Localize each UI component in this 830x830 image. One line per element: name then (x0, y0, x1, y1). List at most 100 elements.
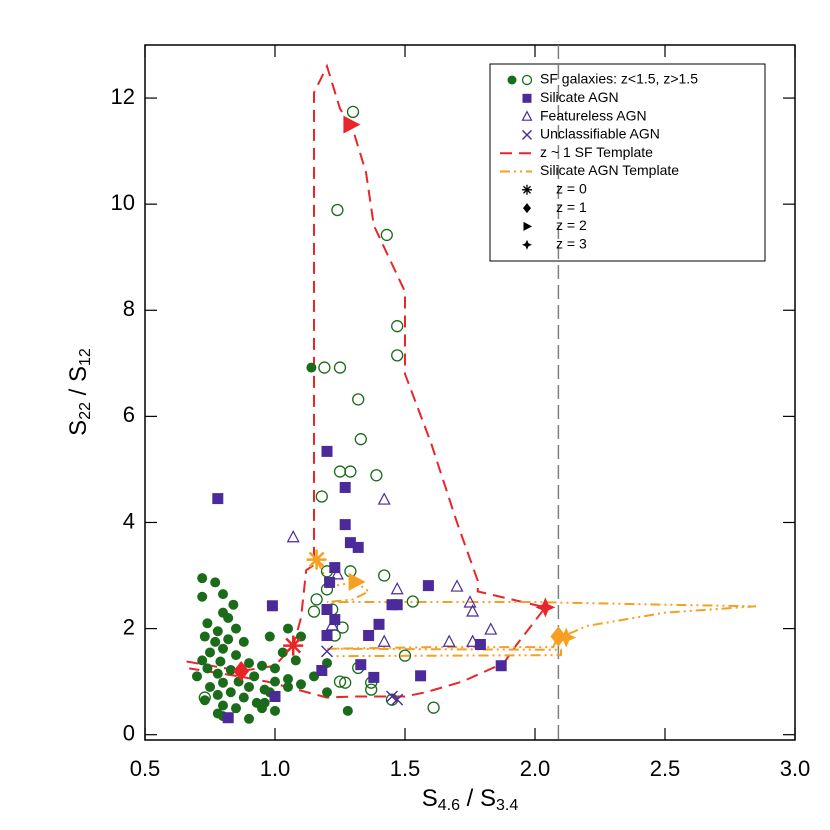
y-tick-label: 6 (123, 402, 135, 427)
point (197, 655, 208, 666)
point (306, 362, 317, 373)
point (307, 605, 321, 618)
y-tick-label: 2 (123, 614, 135, 639)
point (231, 623, 241, 634)
point (391, 349, 404, 362)
point (368, 671, 380, 683)
x-tick-label: 3.0 (780, 756, 811, 781)
point (283, 635, 304, 656)
legend-symbol (522, 129, 532, 140)
point (212, 689, 223, 700)
point (315, 490, 328, 503)
legend-frame (489, 63, 766, 262)
point (346, 105, 360, 118)
point (344, 537, 356, 549)
y-tick-label: 0 (123, 721, 135, 746)
point (198, 691, 211, 704)
legend-label: Silicate AGN (540, 89, 619, 105)
y-tick-label: 10 (111, 190, 135, 215)
point (333, 675, 347, 688)
point (343, 115, 361, 134)
x-tick-label: 2.0 (520, 756, 551, 781)
point (218, 677, 228, 688)
point (269, 690, 281, 702)
point (373, 618, 385, 630)
point (556, 627, 577, 648)
legend-label: Silicate AGN Template (540, 162, 679, 178)
y-tick-label: 4 (123, 508, 135, 533)
point (270, 676, 280, 687)
legend-label: z = 0 (556, 181, 587, 197)
point (205, 681, 215, 692)
x-tick-label: 1.5 (390, 756, 421, 781)
point (398, 649, 412, 662)
point (197, 573, 208, 584)
legend-symbol (523, 221, 532, 231)
point (339, 481, 351, 493)
point (244, 713, 254, 724)
point (233, 661, 250, 682)
point (270, 663, 280, 674)
point (244, 681, 254, 692)
point (427, 701, 440, 714)
point (321, 629, 333, 641)
point (290, 655, 301, 666)
point (339, 519, 351, 531)
legend-label: z ~ 1 SF Template (540, 144, 653, 160)
legend-label: Unclassifiable AGN (540, 126, 660, 142)
point (450, 579, 464, 592)
point (277, 647, 288, 658)
point (244, 658, 254, 669)
point (215, 656, 226, 667)
point (422, 580, 434, 592)
legend-symbol (522, 184, 532, 195)
point (352, 393, 365, 406)
point (270, 705, 280, 716)
point (474, 639, 486, 651)
point (495, 660, 507, 672)
point (218, 589, 228, 600)
point (283, 623, 293, 634)
point (342, 705, 353, 716)
point (306, 549, 327, 570)
point (321, 445, 333, 457)
point (296, 679, 306, 690)
legend-label: z = 2 (556, 217, 587, 233)
point (283, 681, 293, 692)
point (331, 203, 344, 217)
point (223, 634, 234, 645)
point (324, 576, 336, 588)
point (218, 643, 228, 654)
x-label-part: / S (460, 785, 496, 812)
x-tick-label: 1.0 (260, 756, 291, 781)
y-tick-label: 8 (123, 296, 135, 321)
point (259, 697, 270, 708)
point (257, 660, 267, 671)
point (218, 700, 228, 711)
y-label-part: / S (65, 366, 92, 402)
point (442, 634, 456, 647)
point (238, 636, 249, 647)
point (352, 541, 364, 553)
legend-symbol (522, 239, 532, 250)
point (333, 465, 347, 478)
point (535, 597, 556, 618)
point (344, 465, 357, 478)
point (363, 629, 375, 641)
point (355, 659, 367, 671)
point (380, 228, 393, 242)
point (329, 562, 341, 574)
point (348, 572, 366, 591)
legend-label: Featureless AGN (540, 107, 647, 123)
y-label-part: S (65, 420, 92, 436)
point (238, 692, 249, 703)
legend-symbol (507, 75, 517, 85)
point (231, 703, 241, 714)
point (391, 599, 403, 611)
legend-symbol (522, 93, 532, 103)
point (466, 634, 480, 647)
point (249, 671, 260, 682)
point (202, 663, 213, 674)
point (325, 618, 339, 631)
